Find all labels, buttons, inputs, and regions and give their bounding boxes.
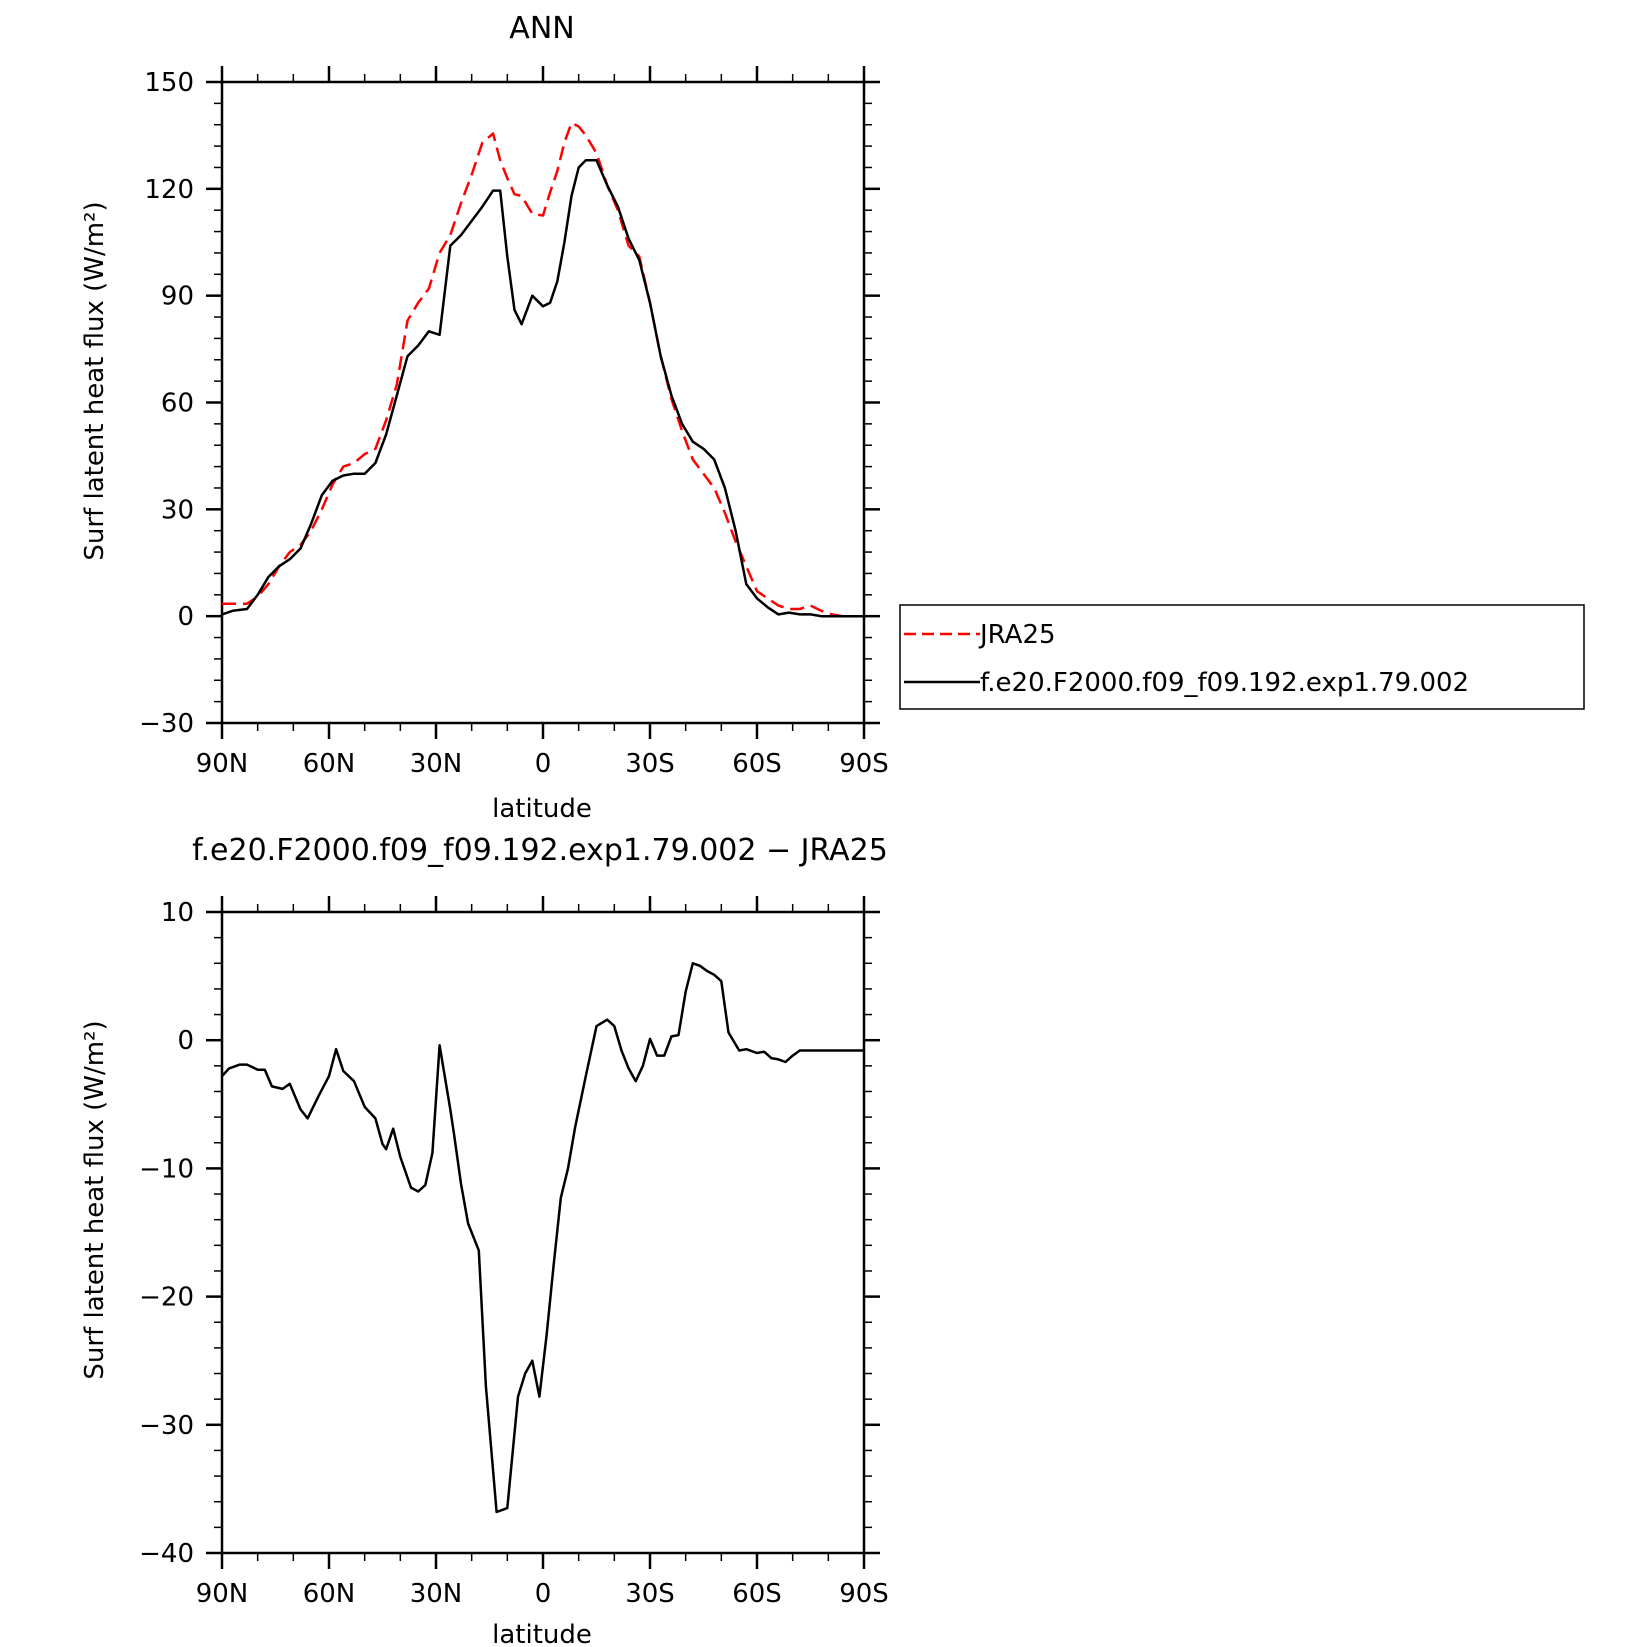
top-chart-y-tick-label: 90 xyxy=(161,282,194,312)
top-chart-series-layer xyxy=(221,121,864,618)
bottom-chart-x-tick-label: 60N xyxy=(303,1579,356,1609)
bottom-chart-series-layer xyxy=(221,962,864,1514)
bottom-chart-y-tick-label: 0 xyxy=(177,1026,194,1056)
top-chart-panel: ANN latitude Surf latent heat flux (W/m²… xyxy=(80,11,1585,824)
top-chart-x-axis-label: latitude xyxy=(492,794,592,824)
top-chart-y-tick-label: 60 xyxy=(161,389,194,419)
top-chart-x-tick-label: 60S xyxy=(732,749,782,779)
legend: JRA25 f.e20.F2000.f09_f09.192.exp1.79.00… xyxy=(899,604,1585,710)
top-chart-y-tick-label: 0 xyxy=(177,602,194,632)
legend-label-jra25: JRA25 xyxy=(978,620,1056,650)
bottom-chart-x-tick-label: 30N xyxy=(410,1579,463,1609)
bottom-chart-y-axis-label: Surf latent heat flux (W/m²) xyxy=(80,1020,110,1379)
top-chart-x-tick-label: 30N xyxy=(410,749,463,779)
top-chart-plot-frame xyxy=(220,80,866,725)
top-chart-axes: 90N 60N 30N 0 30S 60S 90S 150 120 90 60 30 0 −30 xyxy=(139,66,889,779)
bottom-chart-axes: 90N 60N 30N 0 30S 60S 90S 10 0 −10 −20 −30 −40 xyxy=(139,896,889,1609)
bottom-chart-series-line-difference xyxy=(221,962,864,1514)
top-chart-title: ANN xyxy=(509,11,574,46)
bottom-chart-x-tick-label: 90S xyxy=(839,1579,889,1609)
top-chart-series-line-jra25 xyxy=(222,121,864,618)
legend-box xyxy=(899,604,1585,710)
bottom-chart-y-tick-label: −30 xyxy=(139,1411,194,1441)
bottom-chart-x-tick-label: 90N xyxy=(196,1579,249,1609)
bottom-chart-y-tick-label: −40 xyxy=(139,1539,194,1569)
top-chart-series-line-model xyxy=(221,159,864,618)
bottom-chart-x-tick-label: 0 xyxy=(535,1579,552,1609)
top-chart-x-tick-label: 30S xyxy=(625,749,675,779)
bottom-chart-x-axis-label: latitude xyxy=(492,1620,592,1647)
top-chart-y-tick-label: 120 xyxy=(144,175,194,205)
top-chart-x-tick-label: 60N xyxy=(303,749,356,779)
bottom-chart-panel: f.e20.F2000.f09_f09.192.exp1.79.002 − JR… xyxy=(80,833,889,1647)
bottom-chart-y-tick-label: −20 xyxy=(139,1283,194,1313)
top-chart-y-tick-label: −30 xyxy=(139,709,194,739)
top-chart-x-tick-label: 0 xyxy=(535,749,552,779)
bottom-chart-x-tick-label: 60S xyxy=(732,1579,782,1609)
legend-label-model: f.e20.F2000.f09_f09.192.exp1.79.002 xyxy=(980,668,1469,698)
bottom-chart-plot-frame xyxy=(220,910,866,1555)
top-chart-x-tick-label: 90S xyxy=(839,749,889,779)
bottom-chart-title: f.e20.F2000.f09_f09.192.exp1.79.002 − JR… xyxy=(192,833,888,868)
bottom-chart-x-tick-label: 30S xyxy=(625,1579,675,1609)
top-chart-y-tick-label: 30 xyxy=(161,495,194,525)
bottom-chart-y-tick-label: 10 xyxy=(161,898,194,928)
top-chart-x-tick-label: 90N xyxy=(196,749,249,779)
top-chart-y-tick-label: 150 xyxy=(144,68,194,98)
top-chart-y-axis-label: Surf latent heat flux (W/m²) xyxy=(80,201,110,560)
bottom-chart-y-tick-label: −10 xyxy=(139,1154,194,1184)
